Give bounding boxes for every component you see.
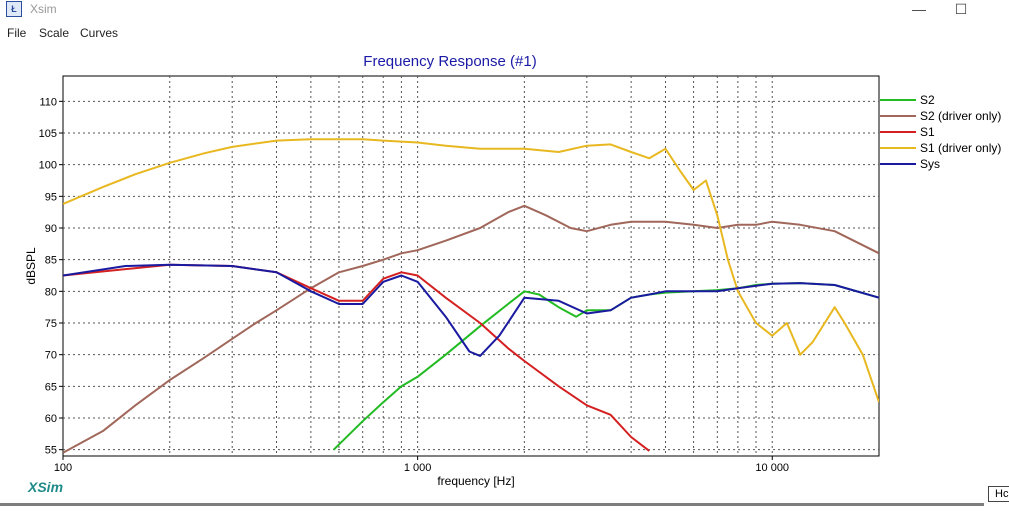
chart-title: Frequency Response (#1) <box>363 53 537 70</box>
x-tick-label: 100 <box>54 462 72 474</box>
y-tick-label: 105 <box>39 128 57 140</box>
legend-label: S1 <box>920 125 935 139</box>
series-line-sys <box>63 263 879 357</box>
y-tick-label: 60 <box>45 413 57 425</box>
xsim-app-icon: Ł <box>6 1 22 17</box>
maximize-button[interactable]: ☐ <box>954 1 968 17</box>
y-tick-label: 55 <box>45 445 57 457</box>
x-tick-label: 10 000 <box>755 462 789 474</box>
x-axis-label: frequency [Hz] <box>437 474 514 488</box>
y-tick-label: 90 <box>45 223 57 235</box>
menu-bar: File Scale Curves <box>0 24 1009 44</box>
y-tick-label: 80 <box>45 286 57 298</box>
menu-file[interactable]: File <box>7 26 27 40</box>
y-axis-label: dBSPL <box>24 247 38 285</box>
y-tick-label: 95 <box>45 191 57 203</box>
minimize-button[interactable]: — <box>912 1 926 17</box>
legend-label: S2 (driver only) <box>920 109 1001 123</box>
y-tick-label: 110 <box>39 96 57 108</box>
series-line-s1-driver-only <box>63 138 879 403</box>
legend-label: Sys <box>920 157 940 171</box>
title-bar: Ł Xsim — ☐ <box>0 0 1009 20</box>
status-divider <box>0 503 984 506</box>
y-tick-label: 70 <box>45 350 57 362</box>
xsim-logo: XSim <box>28 479 64 495</box>
legend-label: S2 <box>920 93 935 107</box>
y-tick-label: 65 <box>45 381 57 393</box>
legend-label: S1 (driver only) <box>920 141 1001 155</box>
x-tick-label: 1 000 <box>404 462 432 474</box>
menu-curves[interactable]: Curves <box>80 26 119 40</box>
menu-scale[interactable]: Scale <box>39 26 70 40</box>
y-tick-label: 75 <box>45 318 57 330</box>
series-line-s2-driver-only <box>63 204 879 454</box>
y-tick-label: 85 <box>45 255 57 267</box>
corner-button[interactable]: Hc <box>988 486 1009 502</box>
y-tick-label: 100 <box>39 160 57 172</box>
window-title: Xsim <box>30 2 57 16</box>
